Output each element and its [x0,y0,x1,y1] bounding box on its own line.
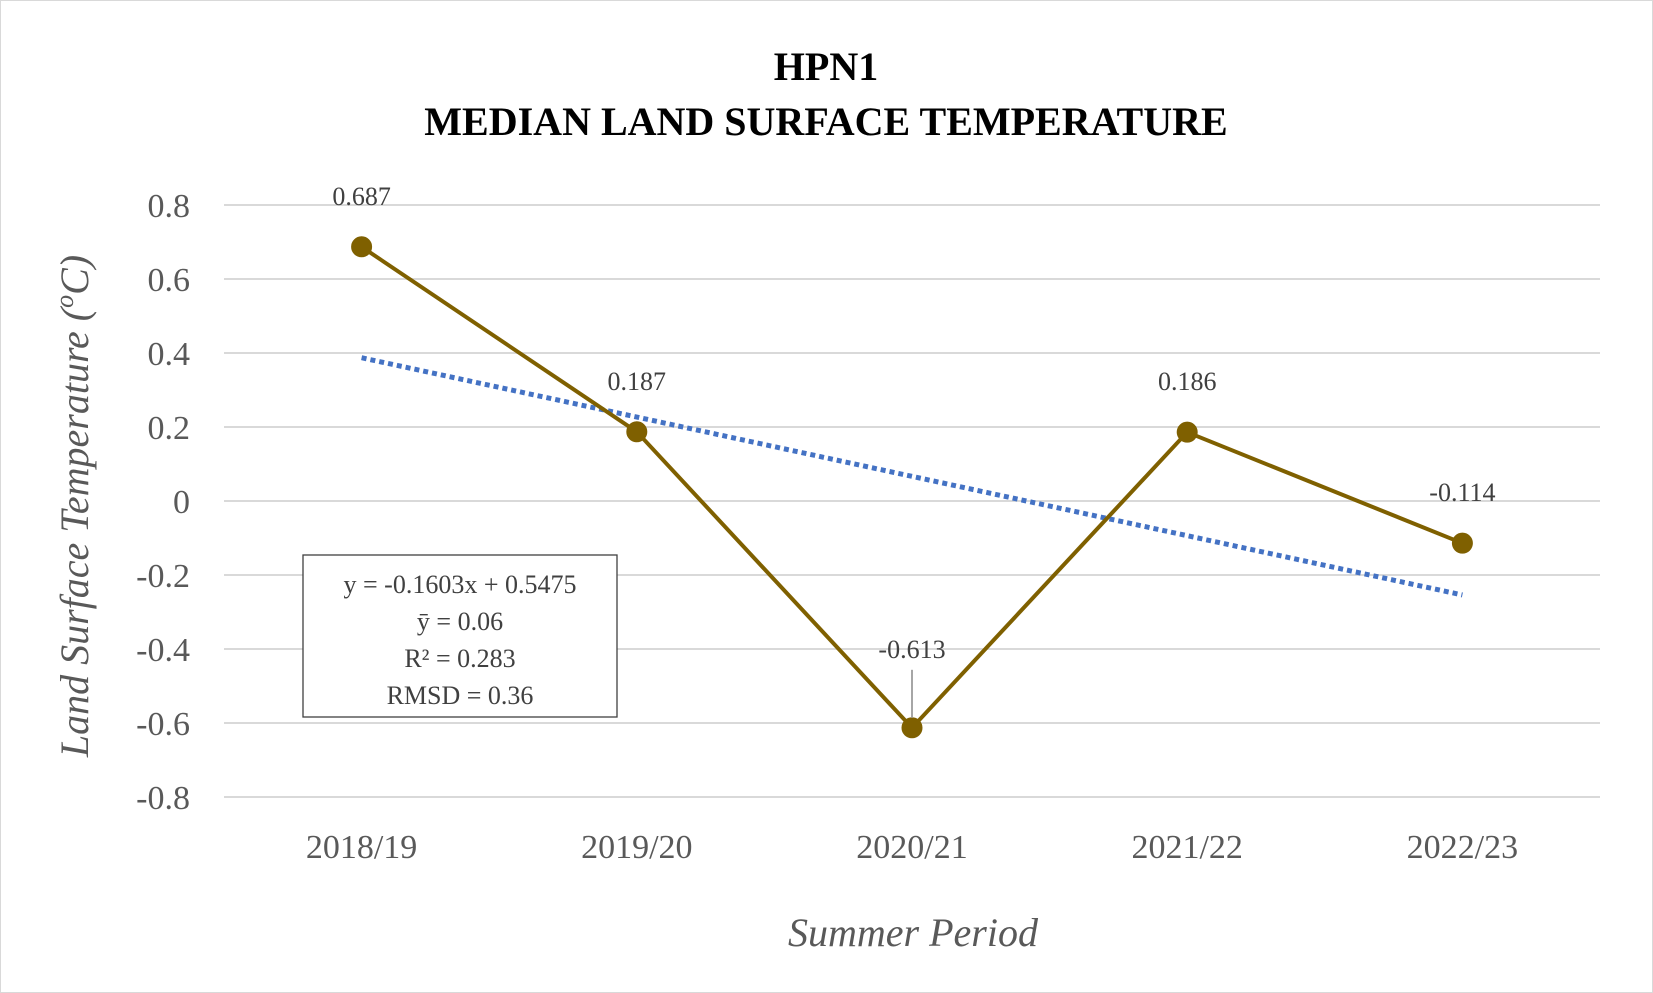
y-tick-label: 0.6 [148,262,191,299]
x-tick-label: 2020/21 [856,829,967,866]
y-axis-title-unit: C) [52,255,97,295]
equation-box-border [302,554,618,718]
x-tick-label: 2018/19 [306,829,417,866]
data-label: 0.187 [608,367,667,396]
y-tick-label: 0.8 [148,188,191,225]
x-tick-label: 2021/22 [1131,829,1242,866]
data-point [351,236,373,258]
equation-line-3: R² = 0.283 [404,644,515,673]
data-point [626,421,648,443]
y-axis-title-main: Land Surface Temperature ( [52,305,97,758]
data-label: 0.186 [1158,367,1217,396]
x-axis-tick-labels: 2018/19 2019/20 2020/21 2021/22 2022/23 [306,829,1518,866]
chart-title-line-1: HPN1 [774,44,878,89]
y-tick-label: -0.2 [136,558,190,595]
y-tick-label: -0.6 [136,706,190,743]
data-label: 0.687 [332,182,391,211]
data-series [351,236,1473,739]
data-label: -0.114 [1429,478,1495,507]
equation-line-2: ȳ = 0.06 [417,607,503,636]
x-axis-title: Summer Period [788,910,1039,955]
trendline [361,355,1463,598]
trendline-line [361,355,1463,598]
gridlines [224,204,1600,798]
y-tick-label: 0 [173,484,190,521]
y-axis-title-superscript: o [50,295,79,308]
equation-line-4: RMSD = 0.36 [387,681,534,710]
data-labels: 0.687 0.187 -0.613 0.186 -0.114 [332,182,1496,718]
trendline-equation-box: y = -0.1603x + 0.5475 ȳ = 0.06 R² = 0.28… [302,554,618,718]
y-tick-label: 0.2 [148,410,191,447]
y-axis-tick-labels: 0.8 0.6 0.4 0.2 0 -0.2 -0.4 -0.6 -0.8 [136,188,190,817]
chart-title-line-2: MEDIAN LAND SURFACE TEMPERATURE [424,99,1227,144]
data-point [901,717,923,739]
y-tick-label: -0.8 [136,780,190,817]
data-point [1451,532,1473,554]
equation-line-1: y = -0.1603x + 0.5475 [344,570,577,599]
y-tick-label: -0.4 [136,632,190,669]
x-tick-label: 2019/20 [581,829,692,866]
data-point [1176,421,1198,443]
y-tick-label: 0.4 [148,336,191,373]
data-label: -0.613 [878,635,945,664]
x-tick-label: 2022/23 [1407,829,1518,866]
chart-title: HPN1 MEDIAN LAND SURFACE TEMPERATURE [424,44,1227,144]
y-axis-title: Land Surface Temperature (oC) [50,255,97,758]
